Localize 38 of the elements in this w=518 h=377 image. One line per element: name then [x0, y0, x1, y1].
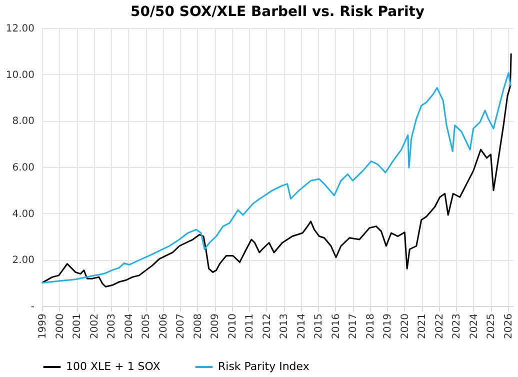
y-tick-label: 2.00 — [12, 255, 34, 266]
x-tick-label: 2016 — [330, 314, 342, 339]
x-tick-label: 2006 — [158, 314, 170, 339]
x-tick-label: 2014 — [296, 314, 308, 339]
x-tick-label: 2024 — [468, 314, 480, 339]
x-tick-label: 2022 — [434, 314, 446, 339]
y-tick-label: 12.00 — [6, 24, 34, 34]
x-tick-label: 2023 — [452, 314, 463, 339]
x-tick-label: 2001 — [72, 314, 84, 339]
y-tick-label: - — [30, 302, 35, 312]
x-tick-label: 2018 — [365, 314, 376, 339]
x-tick-label: 2000 — [54, 314, 66, 339]
x-tick-label: 2005 — [141, 314, 152, 339]
x-tick-label: 2013 — [279, 314, 290, 339]
x-tick-label: 2026 — [503, 314, 514, 339]
y-tick-label: 6.00 — [12, 162, 34, 174]
x-tick-label: 2019 — [382, 314, 394, 339]
x-tick-label: 2011 — [244, 314, 256, 339]
y-tick-label: 8.00 — [12, 116, 34, 128]
x-tick-label: 2004 — [124, 314, 135, 339]
chart-title: 50/50 SOX/XLE Barbell vs. Risk Parity — [130, 4, 425, 20]
x-tick-label: 1999 — [38, 314, 48, 339]
y-tick-label: 4.00 — [12, 208, 34, 220]
x-tick-label: 2002 — [89, 314, 100, 339]
x-tick-label: 2017 — [348, 314, 360, 339]
x-tick-label: 2010 — [227, 314, 238, 339]
x-tick-label: 2008 — [192, 314, 204, 339]
legend-label: Risk Parity Index — [218, 360, 310, 373]
y-tick-label: 10.00 — [6, 70, 34, 81]
x-tick-label: 2003 — [106, 314, 118, 339]
x-tick-label: 2015 — [314, 314, 325, 339]
x-tick-label: 2020 — [400, 314, 411, 339]
legend-label: 100 XLE + 1 SOX — [66, 360, 161, 373]
x-tick-label: 2025 — [486, 314, 498, 339]
x-tick-label: 2012 — [262, 314, 273, 339]
x-tick-label: 2009 — [210, 314, 222, 339]
x-tick-label: 2007 — [176, 314, 187, 339]
x-tick-label: 2021 — [417, 314, 428, 339]
